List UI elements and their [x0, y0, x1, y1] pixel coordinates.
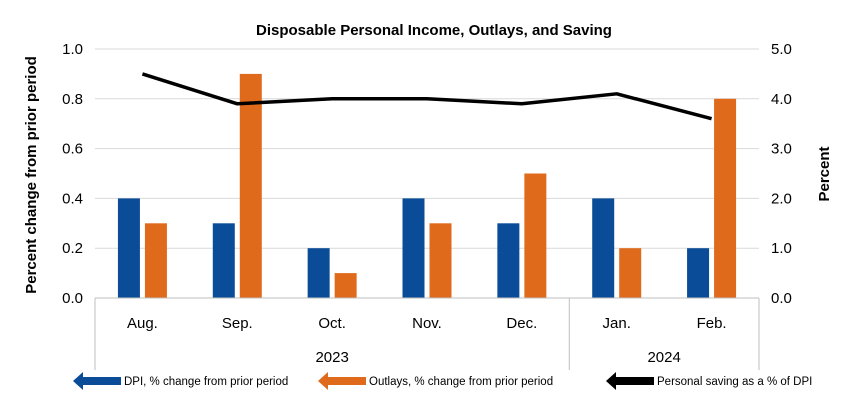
legend-arrow-icon	[606, 372, 654, 390]
x-tick-label: Nov.	[412, 315, 442, 332]
dpi-bar	[212, 223, 235, 298]
legend: DPI, % change from prior period Outlays, …	[73, 372, 812, 390]
dpi-bar	[687, 248, 710, 298]
outlays-bar	[524, 173, 547, 298]
x-tick-label: Feb.	[697, 315, 727, 332]
outlays-bar	[144, 223, 167, 298]
axes: Aug. Sep. Oct. Nov. Dec. Jan. Feb. 2023 2024	[94, 297, 760, 370]
outlays-bar	[429, 223, 452, 298]
bars	[117, 73, 737, 299]
dpi-bar	[497, 223, 520, 298]
outlays-bar	[619, 248, 642, 298]
chart-title: Disposable Personal Income, Outlays, and…	[256, 22, 612, 39]
x-tick-label: Aug.	[127, 315, 158, 332]
legend-label: DPI, % change from prior period	[124, 376, 288, 388]
dpi-bar	[592, 198, 615, 298]
y-tick-label: 0.4	[62, 190, 83, 207]
y2-tick-label: 5.0	[771, 41, 792, 58]
year-label: 2024	[647, 349, 680, 366]
y-tick-label: 0.2	[62, 240, 83, 257]
y2-tick-label: 0.0	[771, 290, 792, 307]
y2-tick-label: 2.0	[771, 190, 792, 207]
x-tick-label: Oct.	[318, 315, 346, 332]
outlays-bar	[334, 273, 357, 298]
y-axis-title: Percent change from prior period	[23, 56, 40, 294]
x-tick-label: Dec.	[506, 315, 537, 332]
saving-line	[141, 72, 713, 121]
y-tick-label: 0.0	[62, 290, 83, 307]
legend-arrow-icon	[73, 372, 121, 390]
outlays-bar	[239, 73, 262, 299]
y-tick-label: 1.0	[62, 41, 83, 58]
y2-tick-label: 3.0	[771, 141, 792, 158]
legend-label: Personal saving as a % of DPI	[657, 376, 812, 388]
x-tick-label: Sep.	[222, 315, 253, 332]
gridlines: 0.0 0.2 0.4 0.6 0.8 1.0 0.0 1.0 2.0 3.0 4.0 5.0	[62, 41, 792, 307]
y-tick-label: 0.6	[62, 141, 83, 158]
y2-tick-label: 1.0	[771, 240, 792, 257]
dpi-bar	[307, 248, 330, 298]
y-tick-label: 0.8	[62, 91, 83, 108]
outlays-bar	[714, 98, 737, 298]
saving-line-group	[141, 72, 713, 121]
year-label: 2023	[315, 349, 348, 366]
legend-arrow-icon	[318, 372, 366, 390]
legend-label: Outlays, % change from prior period	[369, 376, 553, 388]
dpi-bar	[117, 198, 140, 298]
y2-tick-label: 4.0	[771, 91, 792, 108]
dpi-bar	[402, 198, 425, 298]
y2-axis-title: Percent	[816, 146, 833, 201]
x-tick-label: Jan.	[603, 315, 631, 332]
